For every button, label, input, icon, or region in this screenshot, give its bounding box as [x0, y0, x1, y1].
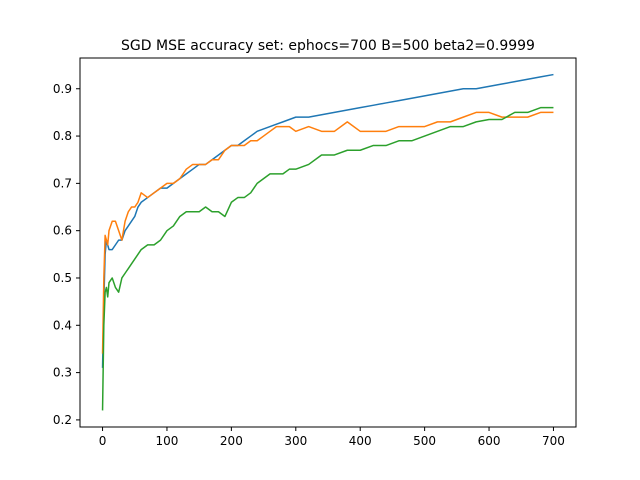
- y-tick-label: 0.9: [53, 82, 72, 96]
- y-tick-label: 0.2: [53, 413, 72, 427]
- y-tick-label: 0.8: [53, 129, 72, 143]
- chart-title: SGD MSE accuracy set: ephocs=700 B=500 b…: [121, 38, 535, 54]
- series-line-2: [101, 111, 554, 354]
- x-tick-label: 500: [413, 434, 436, 448]
- x-tick-label: 100: [156, 434, 179, 448]
- plot-frame: [79, 57, 577, 428]
- x-tick-label: 700: [542, 434, 565, 448]
- series-line-3: [101, 106, 554, 411]
- x-tick-label: 600: [478, 434, 501, 448]
- y-tick-label: 0.5: [53, 271, 72, 285]
- y-tick-label: 0.4: [53, 318, 72, 332]
- x-tick-label: 200: [220, 434, 243, 448]
- series-layer: [101, 73, 554, 411]
- x-tick-label: 0: [99, 434, 107, 448]
- y-tick-label: 0.3: [53, 366, 72, 380]
- y-tick-label: 0.6: [53, 224, 72, 238]
- x-tick-label: 300: [284, 434, 307, 448]
- y-tick-label: 0.7: [53, 176, 72, 190]
- x-tick-label: 400: [349, 434, 372, 448]
- axes-layer: 0 100 200 300 400 500 600 700 0.2 0.3 0.4 0.5 0.6 0.7…: [53, 57, 577, 448]
